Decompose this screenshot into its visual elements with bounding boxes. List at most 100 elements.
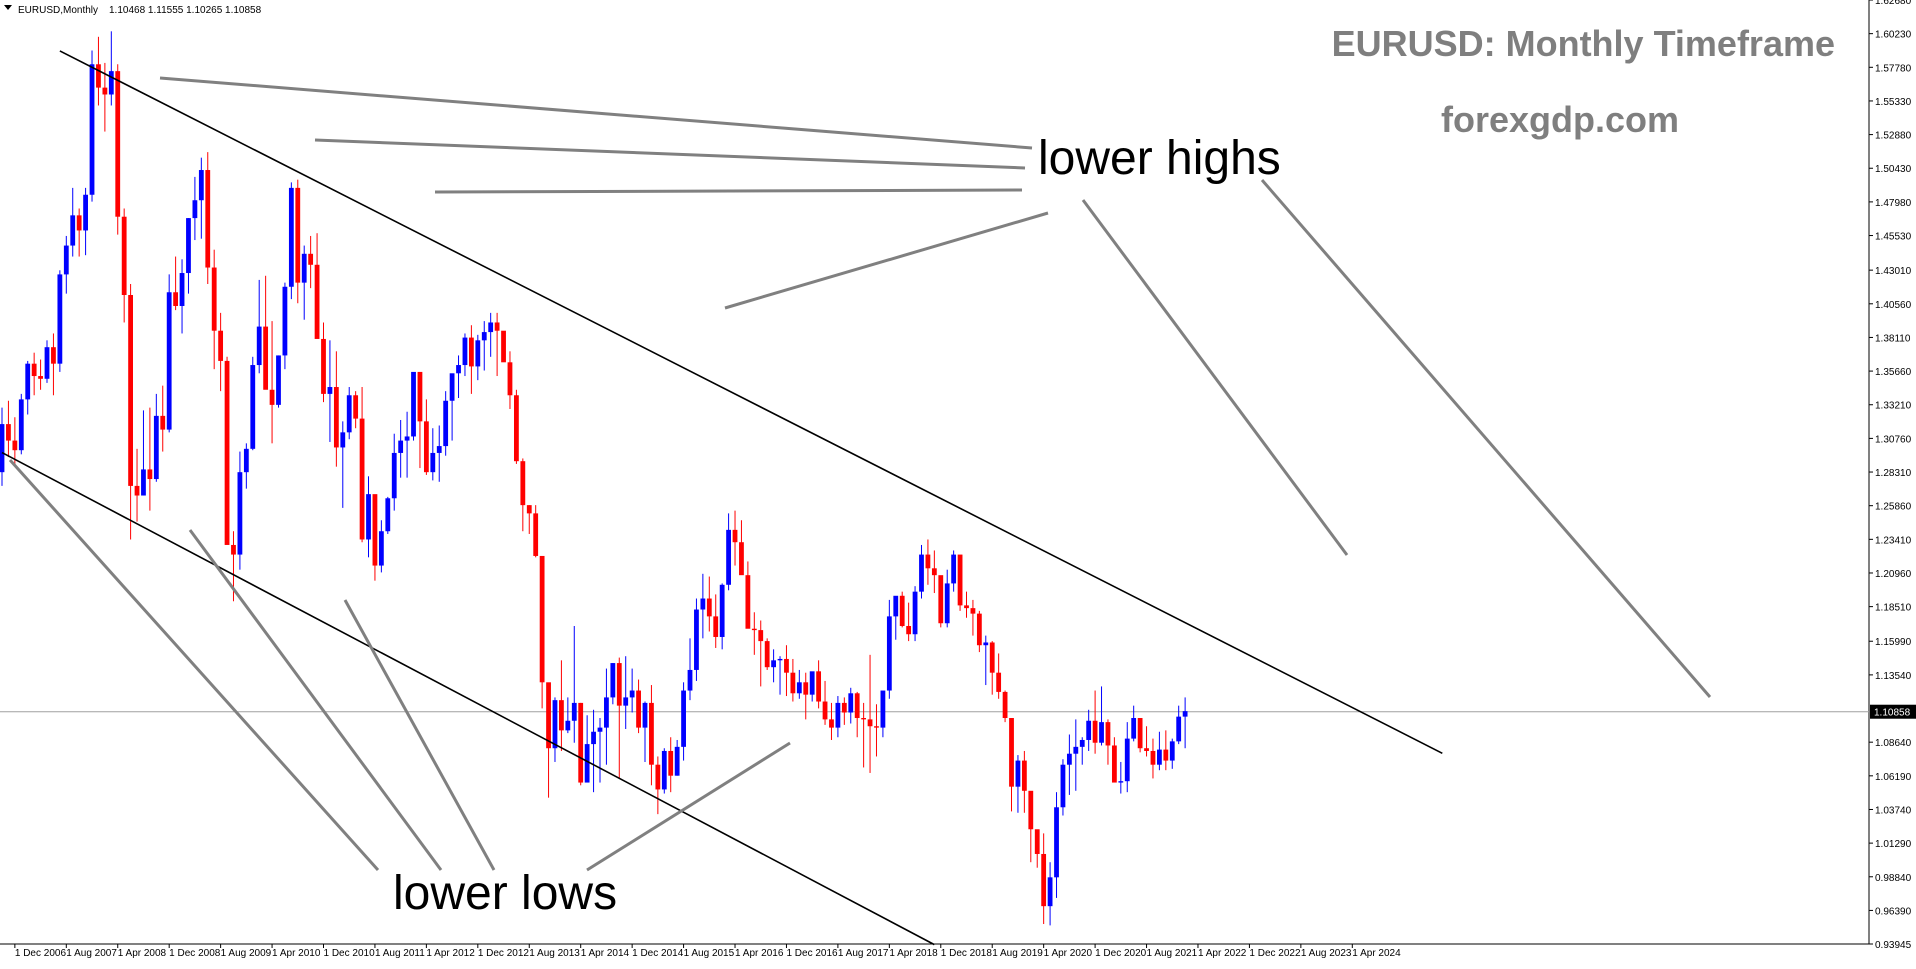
candle-bearish bbox=[822, 701, 828, 720]
x-tick-label: 1 Apr 2018 bbox=[889, 948, 938, 959]
x-tick-label: 1 Dec 2010 bbox=[324, 948, 376, 959]
candle-bullish bbox=[1079, 739, 1085, 747]
candle-bullish bbox=[1124, 738, 1130, 782]
candle-bearish bbox=[1150, 750, 1156, 765]
candle-bearish bbox=[616, 663, 622, 706]
candle-bearish bbox=[160, 415, 166, 430]
candle-bullish bbox=[301, 253, 307, 283]
candle-bullish bbox=[327, 387, 333, 394]
candle-bearish bbox=[1009, 718, 1014, 787]
dropdown-arrow-icon[interactable] bbox=[4, 5, 12, 10]
annotation-pointer-line bbox=[1260, 179, 1712, 698]
candle-bearish bbox=[211, 267, 217, 331]
candle-bullish bbox=[584, 744, 590, 783]
x-tick-label: 1 Aug 2021 bbox=[1147, 948, 1198, 959]
candle-bearish bbox=[417, 371, 423, 422]
candle-bullish bbox=[481, 332, 487, 341]
x-tick-label: 1 Apr 2020 bbox=[1044, 948, 1093, 959]
candle-bullish bbox=[893, 595, 899, 617]
candle-bullish bbox=[591, 731, 596, 745]
x-tick-label: 1 Apr 2016 bbox=[735, 948, 784, 959]
candle-bullish bbox=[809, 671, 815, 695]
candle-bearish bbox=[359, 418, 365, 540]
candle-bullish bbox=[642, 702, 648, 728]
candle-bullish bbox=[771, 660, 776, 668]
candle-bearish bbox=[751, 628, 757, 631]
candle-bearish bbox=[655, 764, 661, 790]
candle-bearish bbox=[931, 568, 937, 576]
candle-bullish bbox=[475, 340, 481, 367]
y-tick-label: 1.60230 bbox=[1875, 30, 1912, 41]
candle-bearish bbox=[353, 395, 359, 419]
x-tick-label: 1 Aug 2017 bbox=[838, 948, 889, 959]
candle-bullish bbox=[288, 187, 294, 287]
candle-bullish bbox=[1182, 711, 1188, 717]
candle-bearish bbox=[51, 347, 56, 364]
candle-bearish bbox=[468, 337, 474, 367]
candle-bullish bbox=[1157, 749, 1162, 765]
candle-bearish bbox=[636, 690, 641, 728]
candle-bearish bbox=[494, 322, 500, 331]
candle-bearish bbox=[816, 671, 822, 702]
candle-bearish bbox=[501, 330, 506, 363]
candle-bullish bbox=[661, 750, 667, 790]
candle-bullish bbox=[552, 700, 558, 749]
candle-bearish bbox=[539, 555, 545, 683]
candle-bullish bbox=[411, 371, 416, 437]
candle-bullish bbox=[623, 697, 629, 706]
candle-bullish bbox=[565, 720, 571, 731]
x-tick-label: 1 Aug 2013 bbox=[529, 948, 580, 959]
candle-bearish bbox=[1163, 749, 1169, 761]
y-tick-label: 0.96390 bbox=[1875, 906, 1912, 917]
candle-bearish bbox=[764, 641, 770, 668]
y-tick-label: 1.52880 bbox=[1875, 131, 1912, 142]
candle-bearish bbox=[1092, 720, 1098, 743]
x-tick-label: 1 Apr 2010 bbox=[272, 948, 321, 959]
candle-bullish bbox=[700, 598, 706, 610]
candle-bearish bbox=[526, 505, 532, 514]
y-tick-label: 1.01290 bbox=[1875, 839, 1912, 850]
y-tick-label: 1.40560 bbox=[1875, 300, 1912, 311]
candle-bullish bbox=[192, 200, 198, 219]
y-tick-label: 1.50430 bbox=[1875, 164, 1912, 175]
candle-bullish bbox=[944, 583, 950, 624]
candle-bullish bbox=[456, 365, 461, 374]
x-tick-label: 1 Dec 2020 bbox=[1095, 948, 1147, 959]
candle-bullish bbox=[256, 326, 262, 366]
upper-channel-line bbox=[59, 50, 1443, 755]
x-tick-label: 1 Aug 2007 bbox=[66, 948, 117, 959]
candle-bearish bbox=[732, 529, 738, 543]
x-tick-label: 1 Dec 2012 bbox=[478, 948, 530, 959]
x-tick-label: 1 Aug 2009 bbox=[221, 948, 272, 959]
x-tick-label: 1 Aug 2011 bbox=[375, 948, 425, 959]
lower-channel-line bbox=[1, 451, 935, 946]
candle-bullish bbox=[378, 531, 384, 566]
candle-bullish bbox=[919, 554, 924, 592]
candle-bearish bbox=[649, 702, 654, 765]
candle-bullish bbox=[571, 702, 577, 721]
y-tick-label: 0.98840 bbox=[1875, 873, 1912, 884]
x-tick-label: 1 Apr 2022 bbox=[1198, 948, 1247, 959]
candle-bearish bbox=[6, 424, 11, 441]
current-price-label: 1.10858 bbox=[1874, 708, 1911, 719]
x-tick-label: 1 Apr 2008 bbox=[118, 948, 167, 959]
candle-bearish bbox=[372, 494, 378, 566]
y-tick-label: 1.30760 bbox=[1875, 434, 1912, 445]
candle-bullish bbox=[848, 693, 854, 713]
annotation-pointer-line bbox=[434, 188, 1023, 194]
ohlc-values: 1.10468 1.11555 1.10265 1.10858 bbox=[109, 5, 262, 16]
candle-bullish bbox=[179, 273, 185, 306]
candle-bearish bbox=[559, 700, 564, 731]
chart-subtitle: forexgdp.com bbox=[1441, 99, 1679, 140]
y-tick-label: 1.08640 bbox=[1875, 738, 1912, 749]
candle-bullish bbox=[108, 71, 114, 95]
candle-bearish bbox=[1111, 745, 1117, 783]
candle-bullish bbox=[1054, 807, 1059, 878]
candle-bearish bbox=[854, 693, 860, 719]
candle-bearish bbox=[1021, 760, 1027, 791]
candle-bullish bbox=[282, 286, 288, 356]
annotation-pointer-line bbox=[188, 529, 443, 871]
y-tick-label: 1.03740 bbox=[1875, 805, 1912, 816]
candle-bearish bbox=[423, 421, 429, 473]
